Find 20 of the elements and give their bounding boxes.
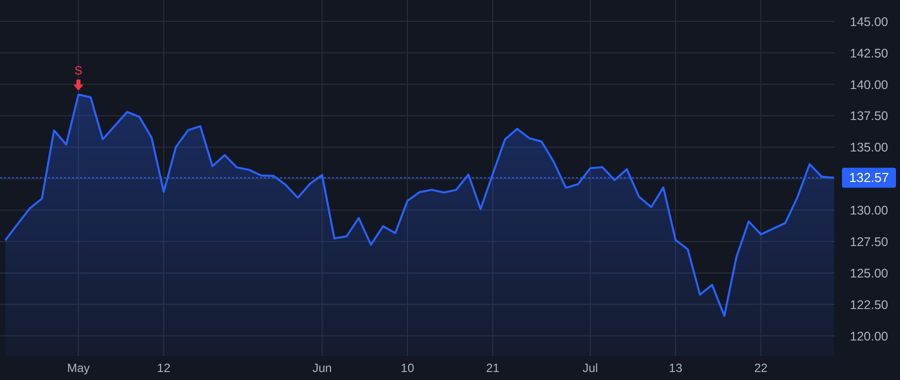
x-tick-label: Jun bbox=[312, 361, 332, 375]
x-tick-label: 12 bbox=[157, 361, 171, 375]
x-tick-label: Jul bbox=[582, 361, 598, 375]
y-tick-label: 145.00 bbox=[850, 14, 888, 29]
y-tick-label: 122.50 bbox=[850, 298, 888, 312]
x-tick-label: 13 bbox=[668, 361, 683, 375]
y-tick-label: 125.00 bbox=[850, 266, 888, 280]
y-tick-label: 127.50 bbox=[850, 235, 888, 250]
y-tick-label: 130.00 bbox=[850, 204, 888, 218]
x-tick-label: 10 bbox=[400, 361, 414, 375]
x-tick-label: 21 bbox=[486, 361, 500, 375]
x-tick-label: May bbox=[67, 361, 90, 375]
y-tick-label: 142.50 bbox=[850, 46, 888, 60]
y-tick-label: 120.00 bbox=[850, 329, 888, 344]
x-tick-label: 22 bbox=[754, 361, 768, 375]
annotation: S bbox=[74, 64, 82, 78]
y-tick-label: 135.00 bbox=[850, 140, 888, 155]
ref-line-label: 132.57 bbox=[849, 170, 889, 186]
y-tick-label: 137.50 bbox=[850, 109, 888, 124]
y-tick-label: 140.00 bbox=[850, 78, 888, 92]
